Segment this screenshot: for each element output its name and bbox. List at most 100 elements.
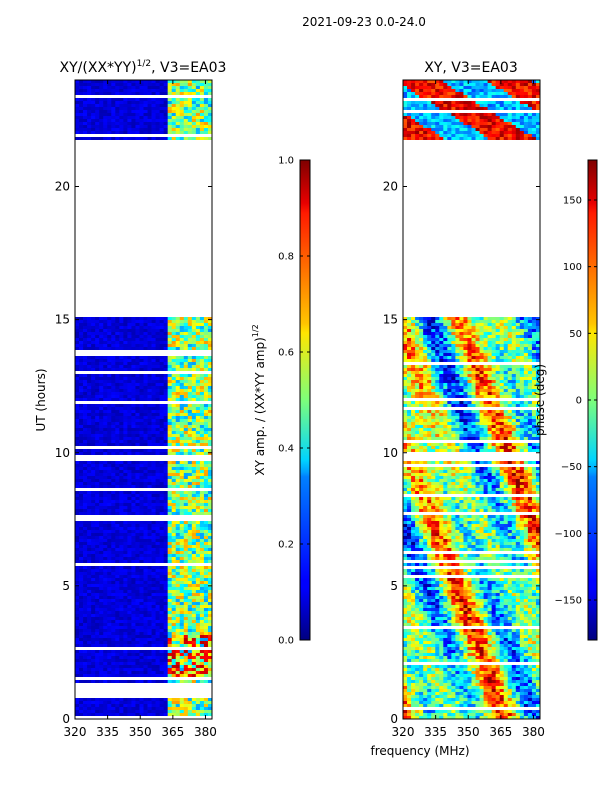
heatmap-cell [75, 662, 80, 665]
heatmap-cell [155, 416, 161, 419]
heatmap-cell [107, 392, 112, 395]
heatmap-cell [207, 377, 212, 380]
heatmap-cell [147, 671, 152, 674]
heatmap-cell [119, 113, 124, 116]
heatmap-cell [191, 338, 197, 341]
heatmap-cell [127, 587, 132, 590]
heatmap-cell [203, 338, 209, 341]
heatmap-cell [143, 365, 148, 368]
heatmap-cell [123, 437, 128, 440]
heatmap-cell [175, 512, 181, 515]
heatmap-cell [87, 554, 92, 557]
heatmap-cell [195, 128, 201, 131]
heatmap-cell [143, 653, 148, 656]
heatmap-cell [87, 662, 92, 665]
heatmap-cell [119, 83, 124, 86]
heatmap-cell [95, 80, 100, 83]
heatmap-cell [207, 437, 212, 440]
heatmap-cell [191, 626, 197, 629]
heatmap-cell [79, 80, 84, 83]
heatmap-cell [123, 605, 128, 608]
heatmap-cell [195, 374, 201, 377]
heatmap-cell [135, 464, 140, 467]
heatmap-cell [135, 644, 140, 647]
heatmap-cell [123, 326, 128, 329]
colorbar-tick-label: 0.4 [278, 444, 294, 455]
heatmap-cell [147, 380, 152, 383]
heatmap-cell [119, 485, 124, 488]
heatmap-cell [127, 362, 132, 365]
heatmap-cell [187, 356, 193, 359]
heatmap-cell [91, 398, 96, 401]
heatmap-cell [511, 710, 517, 713]
heatmap-cell [131, 644, 136, 647]
heatmap-cell [155, 431, 161, 434]
heatmap-cell [163, 626, 169, 629]
heatmap-cell [203, 131, 209, 134]
heatmap-cell [143, 533, 148, 536]
heatmap-cell [187, 470, 193, 473]
heatmap-cell [171, 665, 177, 668]
heatmap-cell [99, 713, 104, 716]
heatmap-cell [123, 623, 128, 626]
heatmap-row [75, 659, 212, 662]
heatmap-cell [147, 482, 152, 485]
heatmap-cell [195, 98, 201, 101]
heatmap-cell [155, 527, 161, 530]
heatmap-cell [179, 635, 185, 638]
heatmap-cell [183, 425, 189, 428]
heatmap-cell [91, 332, 96, 335]
heatmap-cell [195, 650, 201, 653]
heatmap-cell [143, 320, 148, 323]
heatmap-cell [207, 113, 212, 116]
heatmap-cell [163, 530, 169, 533]
heatmap-cell [87, 86, 92, 89]
heatmap-cell [163, 710, 169, 713]
heatmap-cell [147, 137, 152, 140]
heatmap-cell [119, 125, 124, 128]
heatmap-cell [179, 680, 185, 683]
heatmap-cell [79, 530, 84, 533]
heatmap-cell [91, 602, 96, 605]
heatmap-cell [527, 713, 533, 716]
heatmap-cell [107, 323, 112, 326]
heatmap-cell [103, 593, 108, 596]
heatmap-cell [135, 560, 140, 563]
heatmap-cell [467, 713, 472, 716]
heatmap-cell [167, 623, 173, 626]
heatmap-cell [83, 482, 88, 485]
heatmap-cell [79, 389, 84, 392]
heatmap-cell [159, 566, 165, 569]
heatmap-cell [143, 347, 148, 350]
heatmap-cell [199, 557, 205, 560]
heatmap-cell [99, 569, 104, 572]
heatmap-cell [75, 530, 80, 533]
heatmap-cell [79, 698, 84, 701]
heatmap-row [75, 599, 212, 602]
heatmap-cell [179, 425, 185, 428]
heatmap-cell [199, 482, 205, 485]
heatmap-cell [91, 521, 96, 524]
heatmap-cell [191, 110, 197, 113]
heatmap-cell [83, 524, 88, 527]
heatmap-cell [155, 398, 161, 401]
heatmap-row [75, 494, 212, 497]
heatmap-cell [203, 329, 209, 332]
heatmap-cell [103, 605, 108, 608]
heatmap-cell [95, 545, 100, 548]
heatmap-cell [139, 608, 144, 611]
heatmap-cell [163, 449, 169, 452]
heatmap-cell [131, 416, 136, 419]
heatmap-cell [151, 374, 156, 377]
heatmap-cell [83, 656, 88, 659]
heatmap-cell [95, 602, 100, 605]
heatmap-row [75, 623, 212, 626]
heatmap-cell [131, 710, 136, 713]
heatmap-cell [183, 116, 189, 119]
heatmap-cell [423, 704, 428, 707]
heatmap-cell [463, 710, 468, 713]
heatmap-cell [203, 512, 209, 515]
heatmap-cell [79, 332, 84, 335]
heatmap-cell [175, 125, 181, 128]
heatmap-cell [83, 710, 88, 713]
